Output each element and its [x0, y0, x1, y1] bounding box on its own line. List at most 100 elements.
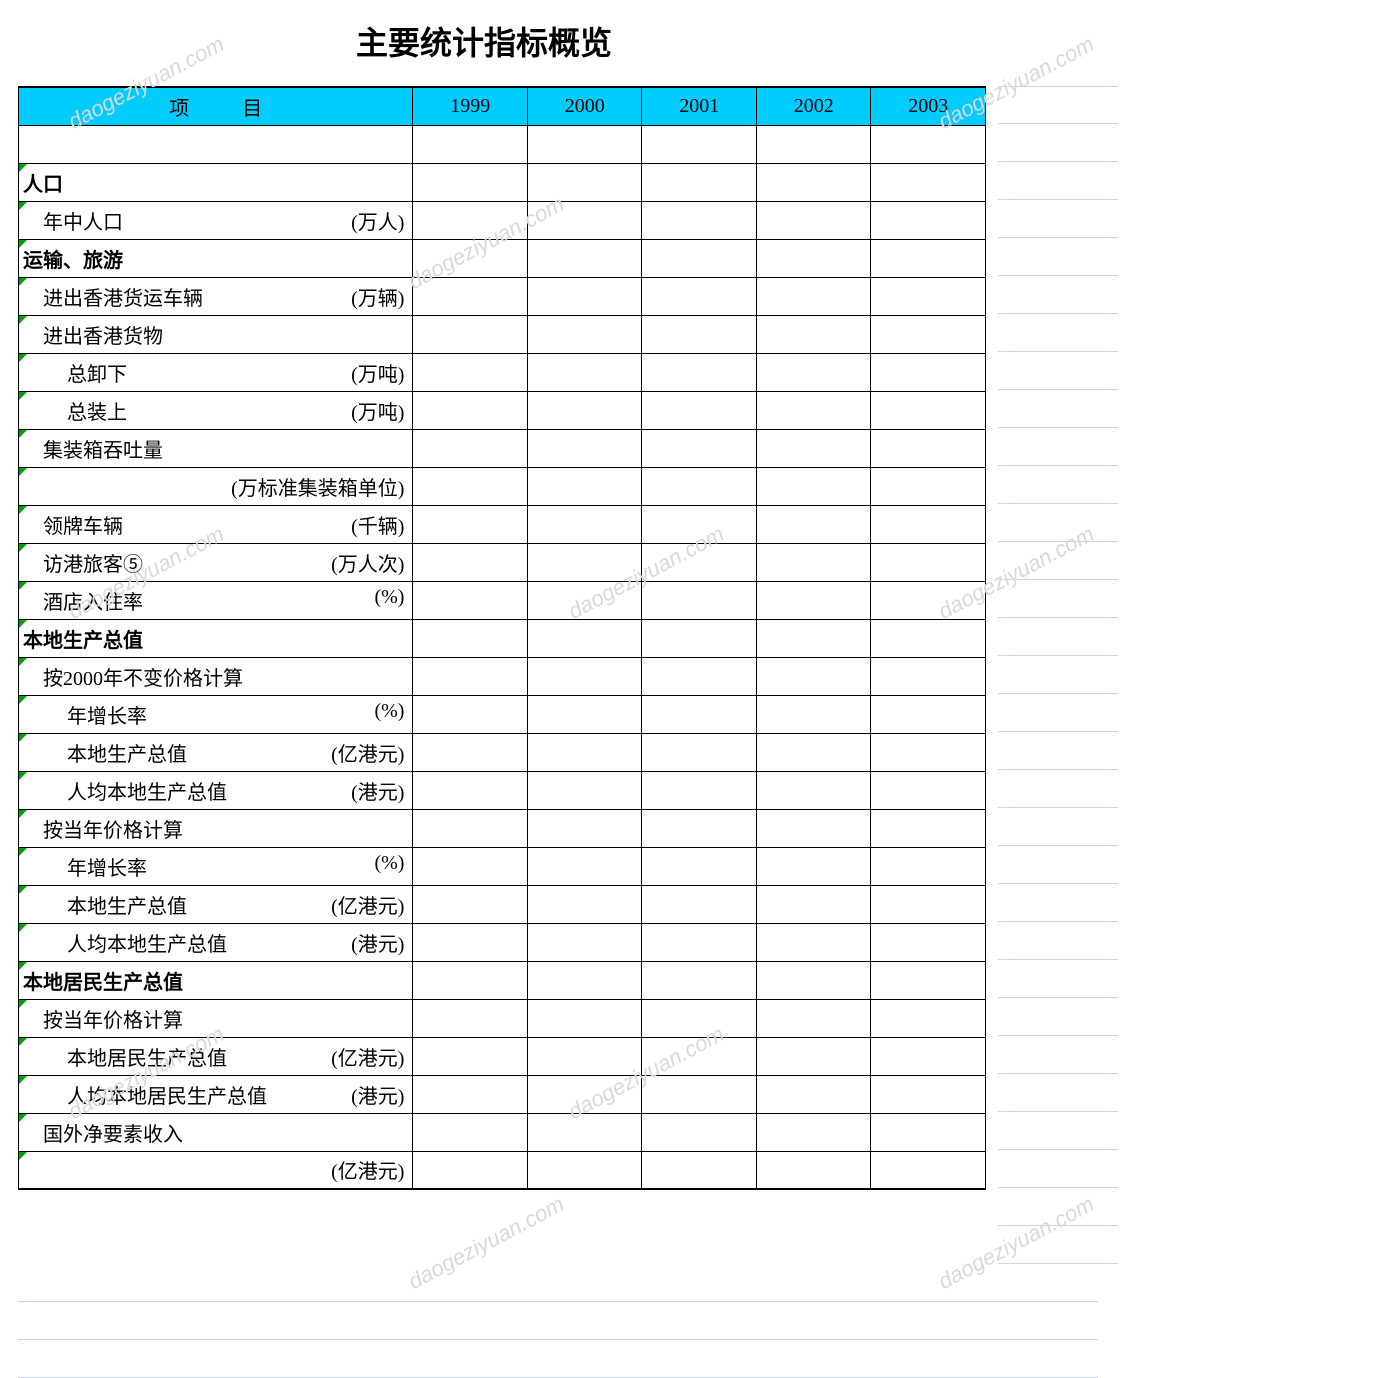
item-cell: 集装箱吞吐量: [19, 429, 413, 467]
table-row: 进出香港货物: [19, 315, 986, 353]
value-cell: [756, 657, 871, 695]
table-row: 运输、旅游: [19, 239, 986, 277]
value-cell: [527, 429, 642, 467]
side-grid-cell: [998, 656, 1118, 694]
table-row: 人口: [19, 163, 986, 201]
value-cell: [413, 239, 528, 277]
value-cell: [871, 771, 986, 809]
side-grid-cell: [998, 770, 1118, 808]
item-label: 人均本地居民生产总值: [67, 1080, 267, 1109]
table-row: 人均本地生产总值(港元): [19, 923, 986, 961]
value-cell: [527, 657, 642, 695]
side-grid-cell: [998, 846, 1118, 884]
value-cell: [756, 961, 871, 999]
value-cell: [527, 1151, 642, 1189]
item-cell: 年增长率(%): [19, 847, 413, 885]
table-row: [19, 125, 986, 163]
item-cell: (亿港元): [19, 1151, 413, 1189]
value-cell: [527, 923, 642, 961]
item-label: 年增长率: [67, 852, 147, 881]
value-cell: [756, 733, 871, 771]
item-cell: 按当年价格计算: [19, 999, 413, 1037]
value-cell: [527, 201, 642, 239]
value-cell: [756, 619, 871, 657]
item-label: 本地生产总值: [23, 624, 143, 653]
table-row: (亿港元): [19, 1151, 986, 1189]
table-row: 年增长率(%): [19, 847, 986, 885]
value-cell: [527, 847, 642, 885]
table-row: 本地生产总值(亿港元): [19, 733, 986, 771]
side-grid-cell: [998, 580, 1118, 618]
value-cell: [527, 999, 642, 1037]
value-cell: [642, 163, 757, 201]
value-cell: [642, 847, 757, 885]
value-cell: [642, 961, 757, 999]
side-grid-cell: [998, 960, 1118, 998]
value-cell: [413, 619, 528, 657]
side-grid-cell: [998, 504, 1118, 542]
value-cell: [642, 429, 757, 467]
bottom-grid-row: [18, 1302, 1098, 1340]
side-grid-cell: [998, 922, 1118, 960]
table-row: 总装上(万吨): [19, 391, 986, 429]
value-cell: [527, 581, 642, 619]
item-cell: [19, 125, 413, 163]
value-cell: [413, 315, 528, 353]
item-unit: (港元): [351, 776, 404, 805]
side-grid-cell: [998, 694, 1118, 732]
value-cell: [871, 201, 986, 239]
side-grid-cell: [998, 276, 1118, 314]
value-cell: [642, 505, 757, 543]
value-cell: [642, 809, 757, 847]
item-unit: (万人次): [331, 548, 404, 577]
value-cell: [871, 657, 986, 695]
item-label: 国外净要素收入: [43, 1118, 183, 1147]
value-cell: [413, 885, 528, 923]
side-grid-cell: [998, 352, 1118, 390]
value-cell: [871, 733, 986, 771]
item-cell: 国外净要素收入: [19, 1113, 413, 1151]
value-cell: [756, 581, 871, 619]
item-cell: 人均本地居民生产总值(港元): [19, 1075, 413, 1113]
value-cell: [756, 201, 871, 239]
value-cell: [642, 695, 757, 733]
value-cell: [871, 1075, 986, 1113]
value-cell: [642, 315, 757, 353]
item-cell: 本地居民生产总值(亿港元): [19, 1037, 413, 1075]
value-cell: [413, 999, 528, 1037]
value-cell: [756, 353, 871, 391]
table-row: 年增长率(%): [19, 695, 986, 733]
value-cell: [527, 163, 642, 201]
value-cell: [642, 999, 757, 1037]
value-cell: [756, 125, 871, 163]
item-cell: 按当年价格计算: [19, 809, 413, 847]
value-cell: [756, 999, 871, 1037]
value-cell: [413, 733, 528, 771]
value-cell: [413, 771, 528, 809]
item-label: 本地生产总值: [67, 890, 187, 919]
side-grid-cell: [998, 238, 1118, 276]
side-grid-cell: [998, 200, 1118, 238]
content-area: 项 目 1999 2000 2001 2002 2003 人口年中人口(万人)运…: [0, 86, 1374, 1264]
value-cell: [642, 239, 757, 277]
side-grid-cell: [998, 732, 1118, 770]
value-cell: [527, 543, 642, 581]
value-cell: [871, 429, 986, 467]
value-cell: [413, 467, 528, 505]
bottom-grid-row: [18, 1264, 1098, 1302]
header-year: 2001: [642, 87, 757, 125]
item-cell: 年中人口(万人): [19, 201, 413, 239]
side-grid-cell: [998, 466, 1118, 504]
item-unit: (%): [374, 586, 404, 615]
value-cell: [527, 1113, 642, 1151]
value-cell: [527, 961, 642, 999]
item-label: 年中人口: [43, 206, 123, 235]
item-cell: 本地生产总值(亿港元): [19, 885, 413, 923]
item-label: 按当年价格计算: [43, 1004, 183, 1033]
value-cell: [756, 391, 871, 429]
value-cell: [871, 999, 986, 1037]
table-row: 酒店入住率(%): [19, 581, 986, 619]
value-cell: [527, 505, 642, 543]
item-cell: 访港旅客⑤(万人次): [19, 543, 413, 581]
value-cell: [642, 391, 757, 429]
